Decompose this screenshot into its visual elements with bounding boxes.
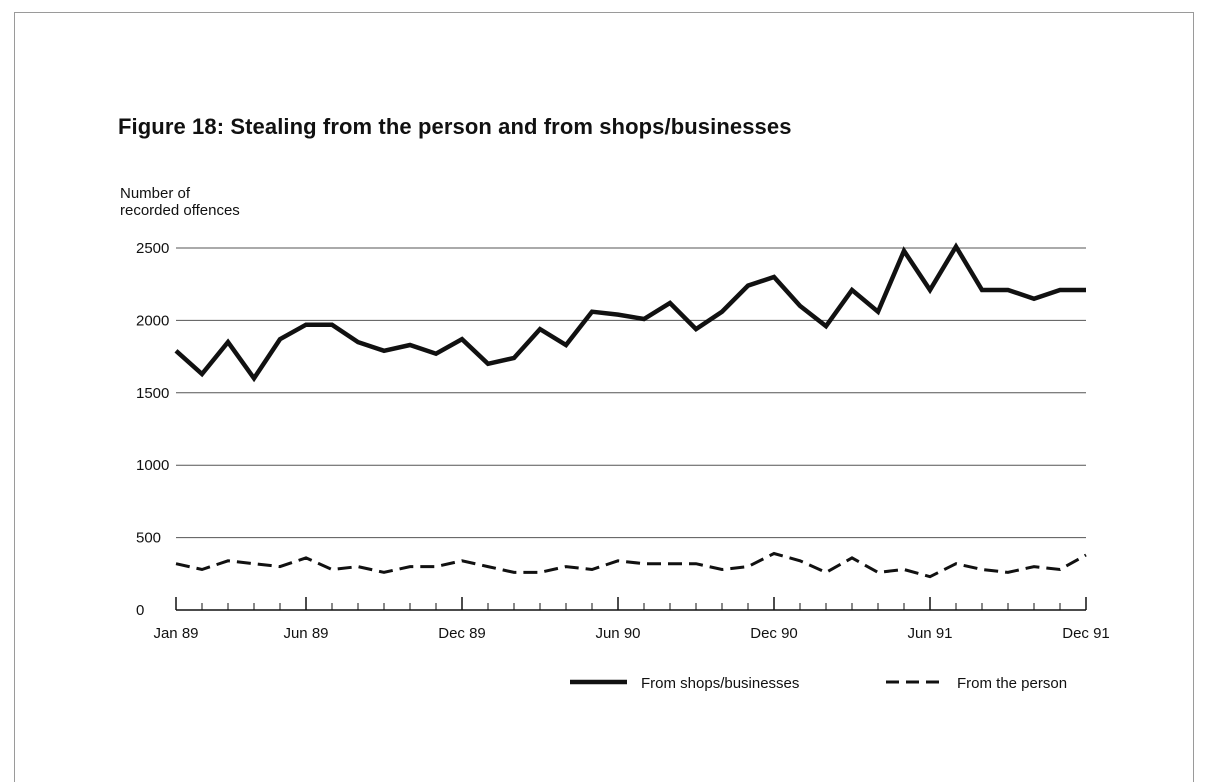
y-tick-label-500: 500 — [136, 530, 161, 547]
y-tick-label-1500: 1500 — [136, 385, 169, 402]
series-line-from-shops-businesses — [176, 247, 1086, 379]
x-tick-label-11: Dec 89 — [438, 625, 486, 642]
x-tick-label-0: Jan 89 — [153, 625, 198, 642]
legend-label-1: From the person — [957, 675, 1067, 692]
x-tick-label-35: Dec 91 — [1062, 625, 1110, 642]
x-tick-label-29: Jun 91 — [907, 625, 952, 642]
legend-label-0: From shops/businesses — [641, 675, 799, 692]
y-tick-label-0: 0 — [136, 602, 144, 619]
x-tick-label-17: Jun 90 — [595, 625, 640, 642]
y-tick-label-2000: 2000 — [136, 312, 169, 329]
series-line-from-the-person — [176, 554, 1086, 577]
x-tick-label-23: Dec 90 — [750, 625, 798, 642]
y-tick-label-1000: 1000 — [136, 457, 169, 474]
x-tick-label-5: Jun 89 — [283, 625, 328, 642]
y-tick-label-2500: 2500 — [136, 240, 169, 257]
